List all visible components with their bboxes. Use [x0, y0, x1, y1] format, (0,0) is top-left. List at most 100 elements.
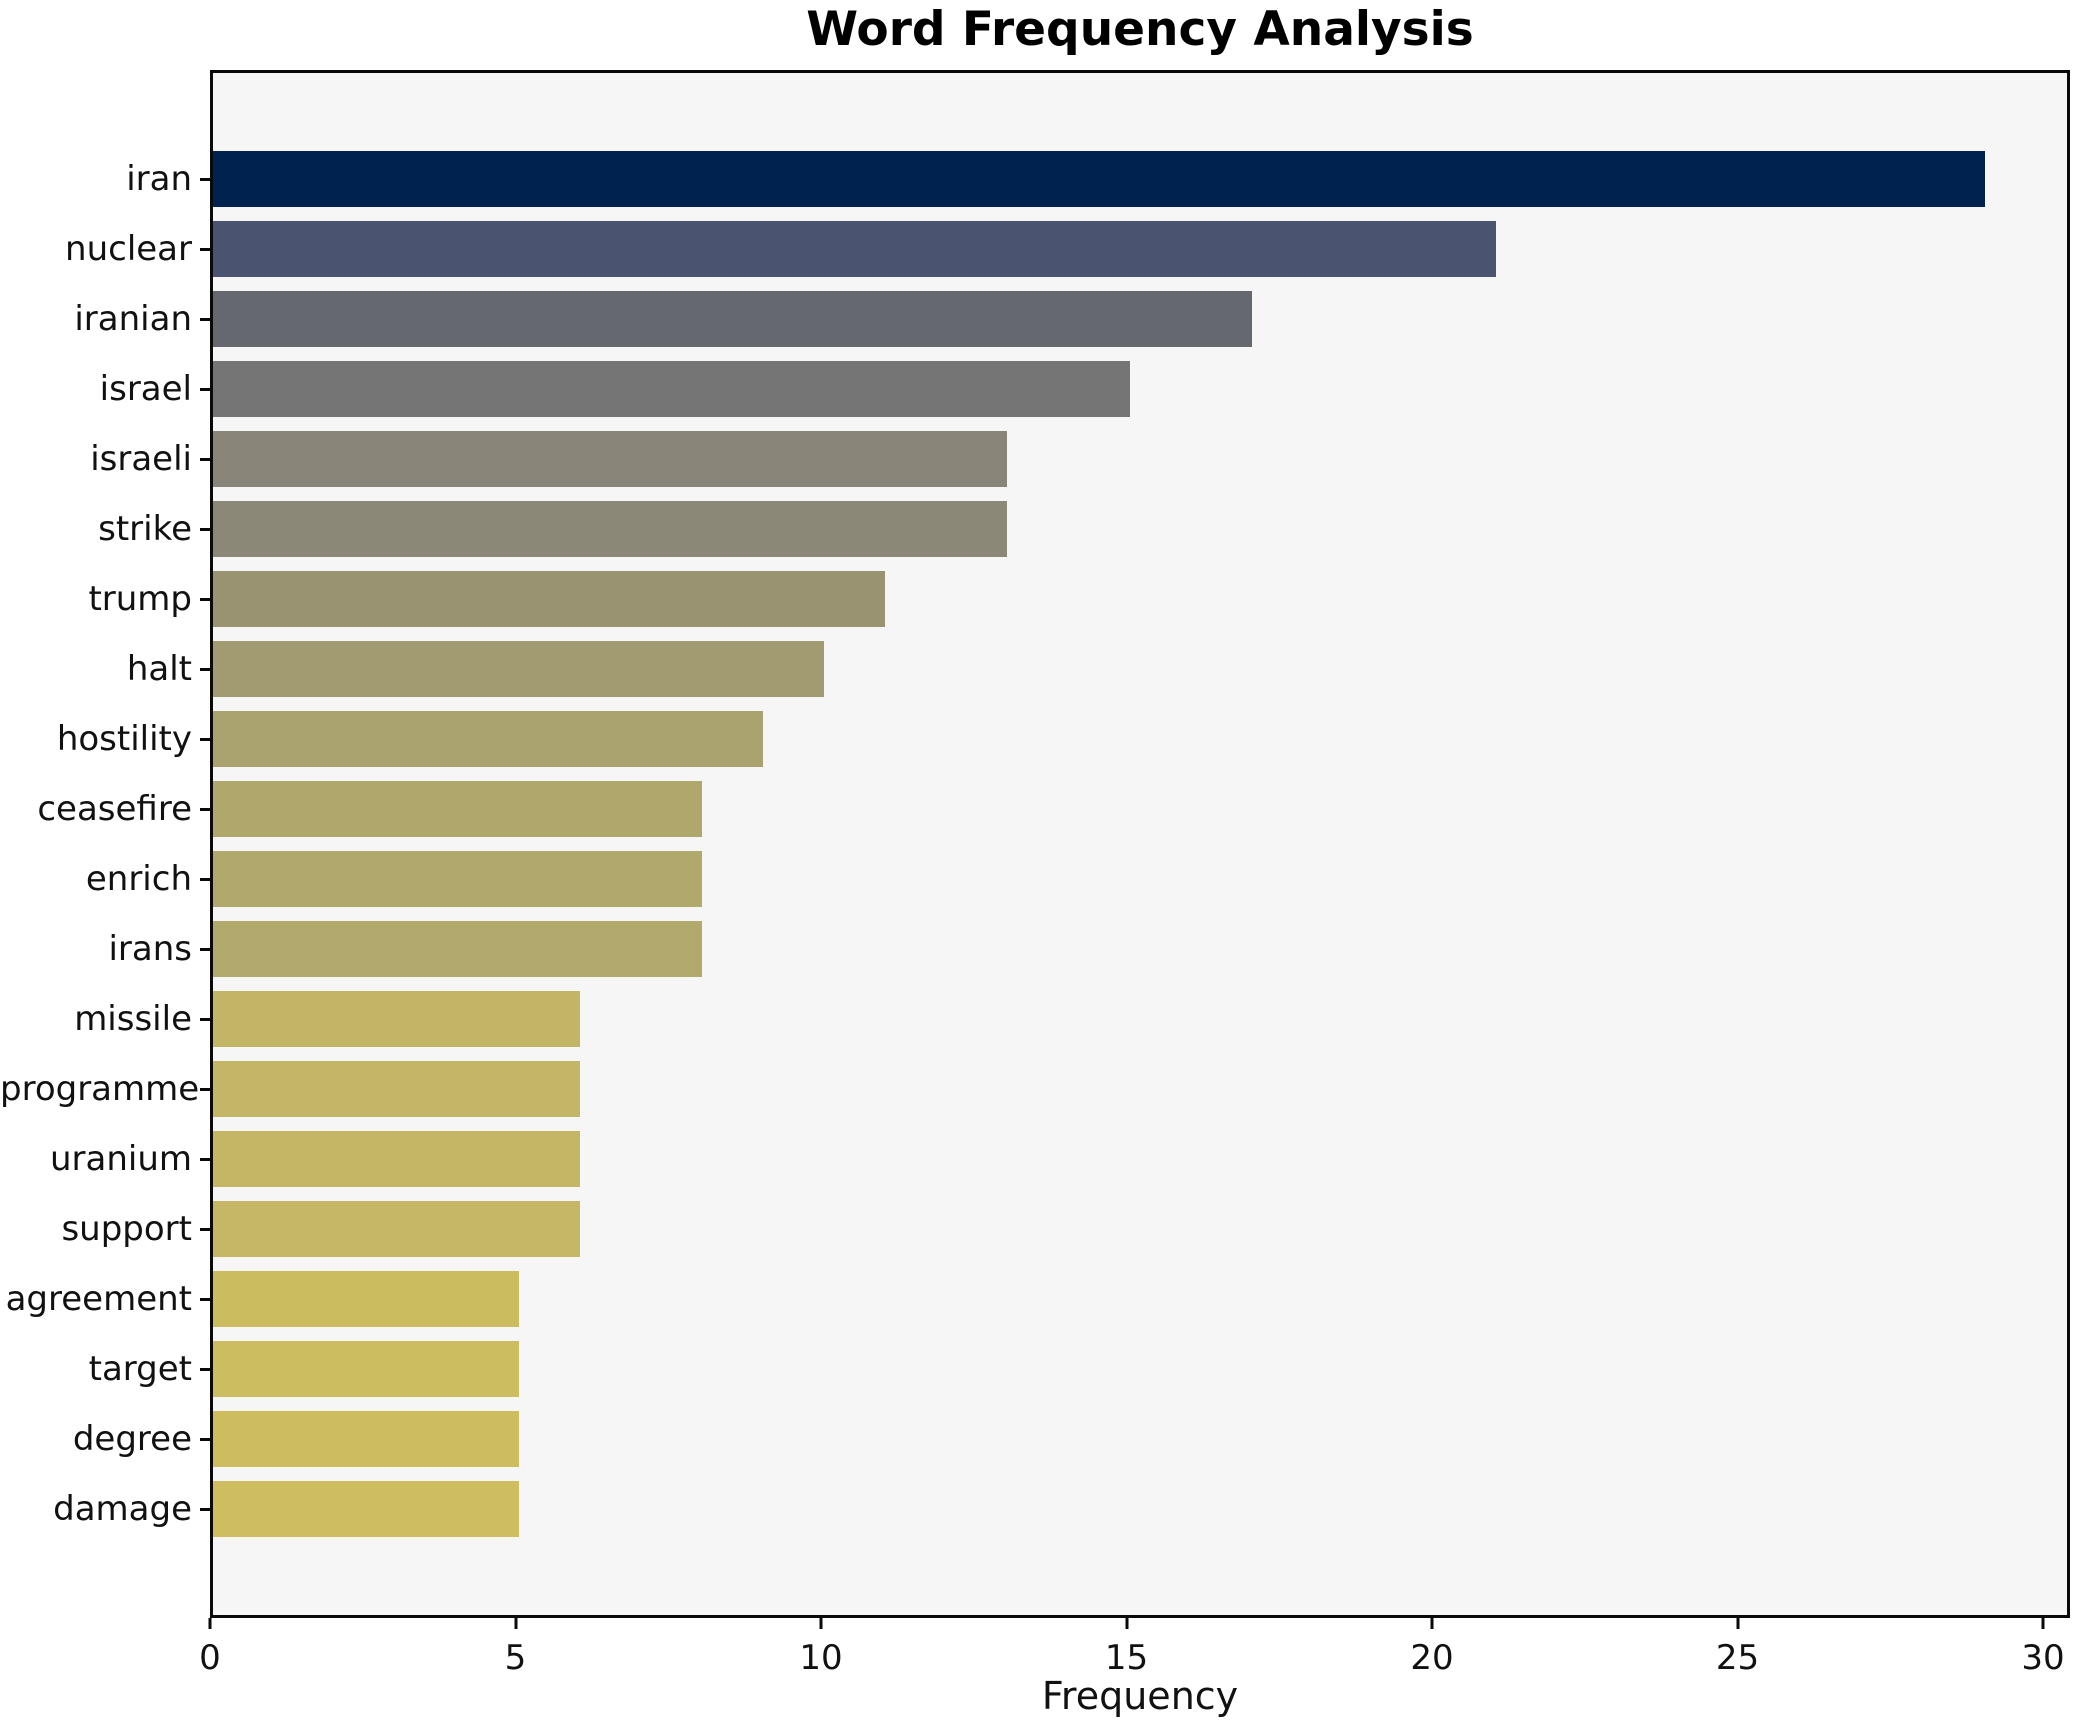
y-axis-label-iranian: iranian [74, 299, 192, 339]
x-tick-label-15: 15 [1104, 1638, 1149, 1678]
y-tick-mark [200, 807, 210, 811]
y-axis-label-degree: degree [72, 1419, 192, 1459]
y-tick-mark [200, 877, 210, 881]
bar-row [213, 144, 2067, 214]
bar-row [213, 1194, 2067, 1264]
bar-ceasefire [213, 781, 702, 837]
y-tick-mark [200, 527, 210, 531]
x-tick-mark [1736, 1618, 1739, 1629]
y-tick-mark [200, 457, 210, 461]
bar-enrich [213, 851, 702, 907]
bar-row [213, 1124, 2067, 1194]
bar-israeli [213, 431, 1008, 487]
y-tick-mark [200, 1087, 210, 1091]
bar-row [213, 354, 2067, 424]
y-tick-mark [200, 387, 210, 391]
y-axis-labels: iran nuclear iranian israel israeli strike tru… [0, 70, 200, 1618]
bar-row [213, 424, 2067, 494]
bar-support [213, 1201, 580, 1257]
x-tick-mark [208, 1618, 212, 1629]
bar-missile [213, 991, 580, 1047]
y-tick-mark [200, 1367, 210, 1371]
y-axis-label-strike: strike [98, 509, 192, 549]
bar-halt [213, 641, 824, 697]
y-axis-label-damage: damage [53, 1489, 192, 1529]
bar-degree [213, 1411, 519, 1467]
bar-row [213, 914, 2067, 984]
bar-nuclear [213, 221, 1497, 277]
x-axis: 0 5 10 15 20 25 30 [199, 1618, 2070, 1718]
bar-row [213, 564, 2067, 634]
y-axis-label-israel: israel [99, 369, 192, 409]
x-tick-label-5: 5 [504, 1638, 527, 1678]
y-axis-label-halt: halt [126, 649, 192, 689]
bar-row [213, 1474, 2067, 1544]
y-tick-mark [200, 177, 210, 181]
bar-row [213, 1404, 2067, 1474]
bar-row [213, 494, 2067, 564]
y-axis-label-uranium: uranium [49, 1139, 192, 1179]
y-tick-mark [200, 317, 210, 321]
bar-hostility [213, 711, 763, 767]
bar-row [213, 284, 2067, 354]
y-axis-label-hostility: hostility [56, 719, 192, 759]
y-axis-label-programme: programme [0, 1069, 200, 1109]
x-tick-mark [514, 1618, 517, 1629]
bar-row [213, 984, 2067, 1054]
y-tick-mark [200, 597, 210, 601]
y-tick-mark [200, 1507, 210, 1511]
y-axis-label-enrich: enrich [85, 859, 192, 899]
y-axis-label-agreement: agreement [5, 1279, 192, 1319]
bar-row [213, 634, 2067, 704]
y-axis-label-iran: iran [126, 159, 192, 199]
y-tick-mark [200, 1437, 210, 1441]
x-tick-label-30: 30 [2021, 1638, 2065, 1678]
x-tick-mark [1430, 1618, 1434, 1629]
y-axis-label-ceasefire: ceasefire [37, 789, 192, 829]
bar-israel [213, 361, 1130, 417]
x-tick-label-25: 25 [1715, 1638, 1760, 1678]
y-axis-label-israeli: israeli [90, 439, 192, 479]
x-tick-mark [1125, 1618, 1128, 1629]
bar-iran [213, 151, 1985, 207]
x-tick-label-20: 20 [1410, 1638, 1454, 1678]
x-tick-label-10: 10 [799, 1638, 843, 1678]
bar-target [213, 1341, 519, 1397]
y-tick-mark [200, 1227, 210, 1231]
y-tick-mark [200, 737, 210, 741]
bar-strike [213, 501, 1008, 557]
chart-title: Word Frequency Analysis [806, 2, 1474, 57]
y-axis-label-support: support [61, 1209, 192, 1249]
bar-agreement [213, 1271, 519, 1327]
y-axis-label-target: target [88, 1349, 192, 1389]
bar-programme [213, 1061, 580, 1117]
x-tick-mark [819, 1618, 823, 1629]
y-tick-mark [200, 1157, 210, 1161]
y-tick-mark [200, 947, 210, 951]
y-axis-label-irans: irans [108, 929, 192, 969]
plot-area [210, 70, 2070, 1618]
y-tick-mark [200, 667, 210, 671]
y-tick-mark [200, 247, 210, 251]
bar-trump [213, 571, 886, 627]
bar-irans [213, 921, 702, 977]
bar-row [213, 214, 2067, 284]
y-tick-mark [200, 1297, 210, 1301]
bar-damage [213, 1481, 519, 1537]
y-axis-label-missile: missile [74, 999, 192, 1039]
bar-row [213, 1264, 2067, 1334]
y-axis-label-trump: trump [88, 579, 192, 619]
x-tick-mark [2041, 1618, 2045, 1629]
y-tick-mark [200, 1017, 210, 1021]
bar-uranium [213, 1131, 580, 1187]
bar-row [213, 1334, 2067, 1404]
y-axis-label-nuclear: nuclear [65, 229, 192, 269]
bars-container [213, 144, 2067, 1544]
bar-row [213, 704, 2067, 774]
bar-row [213, 774, 2067, 844]
x-axis-label: Frequency [1041, 1674, 1239, 1718]
bar-row [213, 844, 2067, 914]
bar-iranian [213, 291, 1252, 347]
x-tick-label-0: 0 [199, 1638, 221, 1678]
bar-row [213, 1054, 2067, 1124]
